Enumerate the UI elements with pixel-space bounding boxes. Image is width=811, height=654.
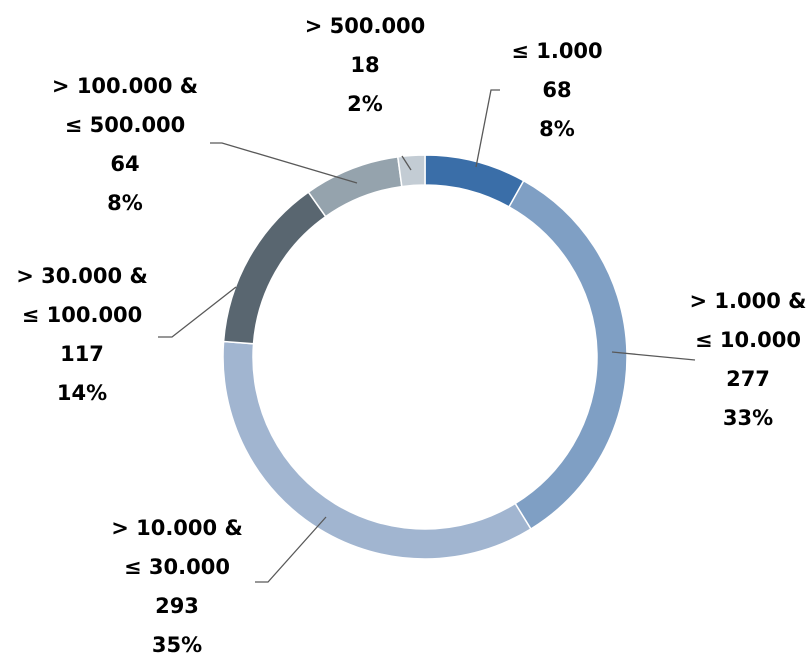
percent-label: 8%	[107, 191, 143, 215]
percent-label: 35%	[152, 633, 202, 654]
leader-line	[611, 351, 696, 361]
percent-label: 8%	[539, 117, 575, 141]
donut-segment	[222, 191, 327, 345]
leader-line	[158, 286, 237, 338]
category-label: > 10.000 &	[111, 516, 243, 540]
value-label: 277	[726, 367, 770, 391]
percent-label: 33%	[723, 406, 773, 430]
leader-line	[475, 89, 500, 168]
value-label: 117	[60, 342, 104, 366]
donut-segment	[396, 154, 426, 188]
category-label: > 100.000 &	[52, 74, 198, 98]
leader-line	[255, 516, 327, 583]
donut-segment	[222, 340, 532, 560]
category-label: ≤ 500.000	[65, 113, 186, 137]
category-label: ≤ 1.000	[511, 39, 602, 63]
value-label: 18	[350, 53, 379, 77]
category-label: > 1.000 &	[690, 289, 807, 313]
leader-line	[401, 155, 412, 171]
value-label: 64	[110, 152, 139, 176]
category-label: ≤ 10.000	[695, 328, 801, 352]
value-label: 68	[542, 78, 571, 102]
leader-line	[210, 142, 358, 184]
percent-label: 14%	[57, 381, 107, 405]
value-label: 293	[155, 594, 199, 618]
donut-segment	[424, 154, 525, 208]
donut-segment	[307, 155, 403, 218]
category-label: ≤ 30.000	[124, 555, 230, 579]
category-label: ≤ 100.000	[22, 303, 143, 327]
category-label: > 500.000	[305, 14, 426, 38]
category-label: > 30.000 &	[16, 264, 148, 288]
donut-segment	[508, 179, 628, 531]
percent-label: 2%	[347, 92, 383, 116]
